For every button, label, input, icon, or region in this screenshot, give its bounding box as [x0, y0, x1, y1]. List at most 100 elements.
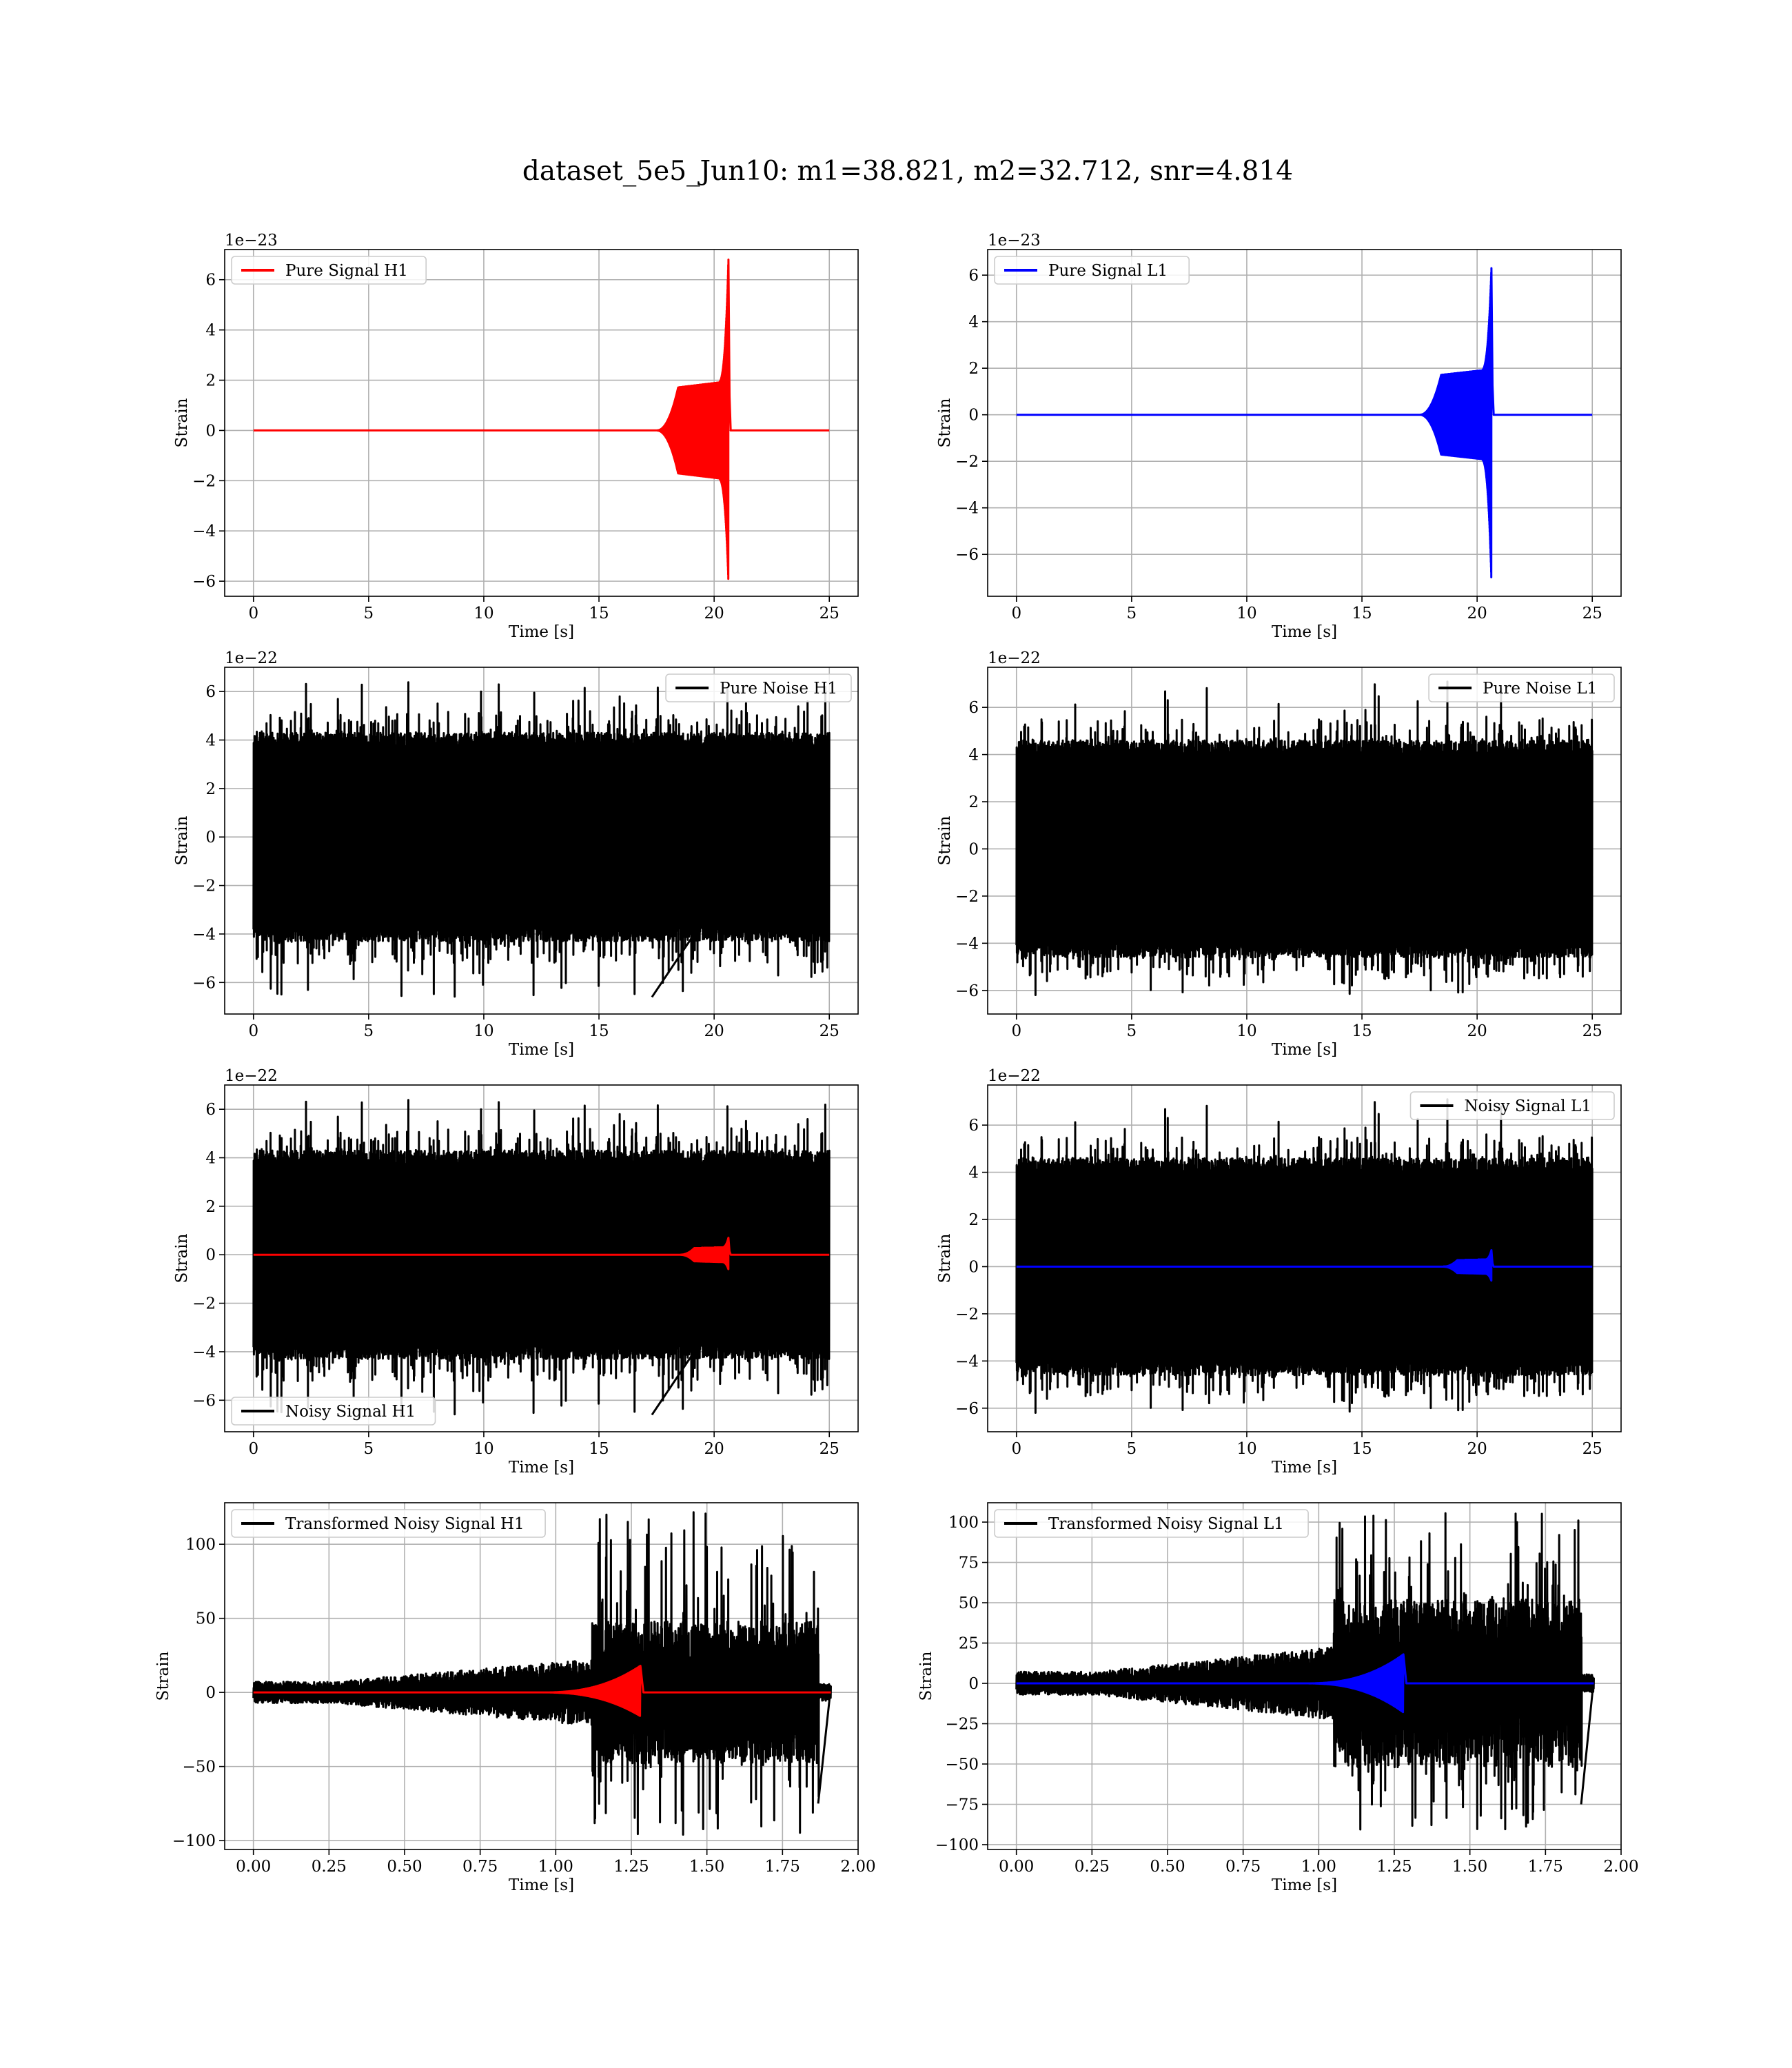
plot-area: [1015, 680, 1594, 996]
legend-box: [994, 1509, 1309, 1538]
x-tick-label: 2.00: [1603, 1858, 1638, 1876]
panel-pure-noise-h1: 0 5 10 15 20 25 −6 −4 −2 0 2 4 6 Time [s] Strain 1e−22 P…: [173, 649, 859, 1059]
y-tick-label: 6: [968, 699, 979, 717]
y-tick-label: 4: [205, 1150, 216, 1168]
offset-text: 1e−22: [225, 649, 278, 667]
y-tick-label: 4: [205, 732, 216, 750]
x-axis-label: Time [s]: [509, 1876, 574, 1894]
x-tick-label: 5: [1127, 1022, 1137, 1040]
x-axis-label: Time [s]: [1272, 1876, 1337, 1894]
axes-frame: [224, 249, 859, 597]
x-tick-label: 1.75: [1528, 1858, 1563, 1876]
y-tick-label: 100: [185, 1536, 216, 1554]
x-tick-label: 0.75: [1225, 1858, 1261, 1876]
x-tick-label: 0.75: [462, 1858, 498, 1876]
x-axis-label: Time [s]: [1272, 623, 1337, 641]
axes-frame: [224, 1084, 859, 1432]
x-tick-label: 10: [1236, 605, 1256, 622]
x-tick-label: 15: [1352, 605, 1372, 622]
y-tick-label: −6: [192, 1392, 216, 1410]
legend: Transformed Noisy Signal H1: [231, 1509, 546, 1538]
x-tick-label: 0.25: [1075, 1858, 1110, 1876]
series-line-1: [253, 1665, 831, 1717]
offset-text: 1e−23: [988, 232, 1041, 250]
axes-frame: [987, 1084, 1622, 1432]
y-tick-label: 0: [205, 1684, 216, 1702]
offset-text: 1e−22: [988, 1067, 1041, 1085]
x-tick-label: 10: [1236, 1440, 1256, 1458]
y-tick-label: 2: [205, 780, 216, 798]
x-tick-label: 25: [1582, 605, 1602, 622]
offset-text: 1e−22: [225, 1067, 278, 1085]
x-axis-label: Time [s]: [1272, 1041, 1337, 1059]
panel-pure-noise-l1: 0 5 10 15 20 25 −6 −4 −2 0 2 4 6 Time [s] Strain 1e−22 P…: [936, 649, 1622, 1059]
x-tick-label: 5: [364, 1440, 374, 1458]
panel-pure-signal-l1: 0 5 10 15 20 25 −6 −4 −2 0 2 4 6 Time [s] Strain 1e−23 P…: [936, 232, 1622, 641]
x-tick-label: 15: [1352, 1440, 1372, 1458]
legend-box: [1409, 1091, 1615, 1120]
x-tick-label: 25: [1582, 1440, 1602, 1458]
y-tick-label: −4: [955, 935, 979, 953]
y-tick-label: −75: [945, 1796, 979, 1814]
x-tick-label: 0.50: [1150, 1858, 1185, 1876]
y-tick-label: 0: [205, 1246, 216, 1264]
series-line-1: [1016, 1653, 1594, 1714]
x-tick-label: 1.25: [1376, 1858, 1412, 1876]
y-tick-label: 6: [205, 1101, 216, 1119]
axes-frame: [224, 667, 859, 1015]
plot-area: [1015, 1098, 1594, 1414]
plot-area: [252, 1099, 831, 1416]
x-tick-label: 0: [248, 1022, 258, 1040]
legend: Pure Noise L1: [1428, 673, 1615, 702]
axes-frame: [224, 1502, 859, 1850]
y-tick-label: −2: [955, 1306, 979, 1324]
legend-box: [1428, 673, 1615, 702]
x-tick-label: 25: [819, 605, 839, 622]
x-axis-label: Time [s]: [509, 1459, 574, 1477]
legend: Pure Signal L1: [994, 256, 1190, 285]
y-axis-label: Strain: [154, 1651, 172, 1701]
x-tick-label: 15: [589, 605, 609, 622]
series-line-1: [253, 1237, 830, 1270]
y-tick-label: 0: [205, 422, 216, 440]
x-tick-label: 20: [704, 1440, 724, 1458]
legend-label: Transformed Noisy Signal H1: [285, 1515, 525, 1533]
series-line-0: [1015, 680, 1594, 996]
y-tick-label: 6: [968, 1117, 979, 1135]
x-tick-label: 20: [704, 605, 724, 622]
y-tick-label: −6: [955, 546, 979, 564]
series-line-0: [252, 1099, 831, 1416]
y-tick-label: 4: [968, 1164, 979, 1182]
panel-noisy-signal-h1: 0 5 10 15 20 25 −6 −4 −2 0 2 4 6 Time [s] Strain 1e−22 N…: [173, 1067, 859, 1477]
y-axis-label: Strain: [936, 1233, 954, 1283]
axes-frame: [987, 667, 1622, 1015]
x-tick-label: 20: [704, 1022, 724, 1040]
y-tick-label: −6: [192, 573, 216, 591]
legend-label: Transformed Noisy Signal L1: [1048, 1515, 1284, 1533]
x-tick-label: 15: [1352, 1022, 1372, 1040]
y-tick-label: −2: [192, 878, 216, 895]
y-axis-label: Strain: [917, 1651, 935, 1701]
legend-label: Pure Noise H1: [720, 680, 837, 698]
y-tick-label: −4: [955, 500, 979, 518]
series-line-0: [1015, 1512, 1595, 1831]
y-tick-label: 2: [968, 793, 979, 811]
y-tick-label: 2: [968, 1211, 979, 1229]
x-tick-label: 1.75: [765, 1858, 800, 1876]
x-tick-label: 10: [474, 1022, 493, 1040]
series-line-0: [1015, 1098, 1594, 1414]
series-line-1: [1016, 1249, 1593, 1282]
offset-text: 1e−22: [988, 649, 1041, 667]
y-tick-label: 6: [968, 267, 979, 285]
x-tick-label: 5: [364, 1022, 374, 1040]
y-tick-label: −2: [192, 472, 216, 490]
y-tick-label: 4: [205, 322, 216, 340]
y-tick-label: 50: [959, 1594, 979, 1612]
x-tick-label: 20: [1467, 1440, 1487, 1458]
x-tick-label: 0: [248, 605, 258, 622]
x-tick-label: 10: [474, 605, 493, 622]
legend-box: [231, 1509, 546, 1538]
y-tick-label: −100: [935, 1836, 979, 1854]
legend-label: Pure Noise L1: [1483, 680, 1597, 698]
